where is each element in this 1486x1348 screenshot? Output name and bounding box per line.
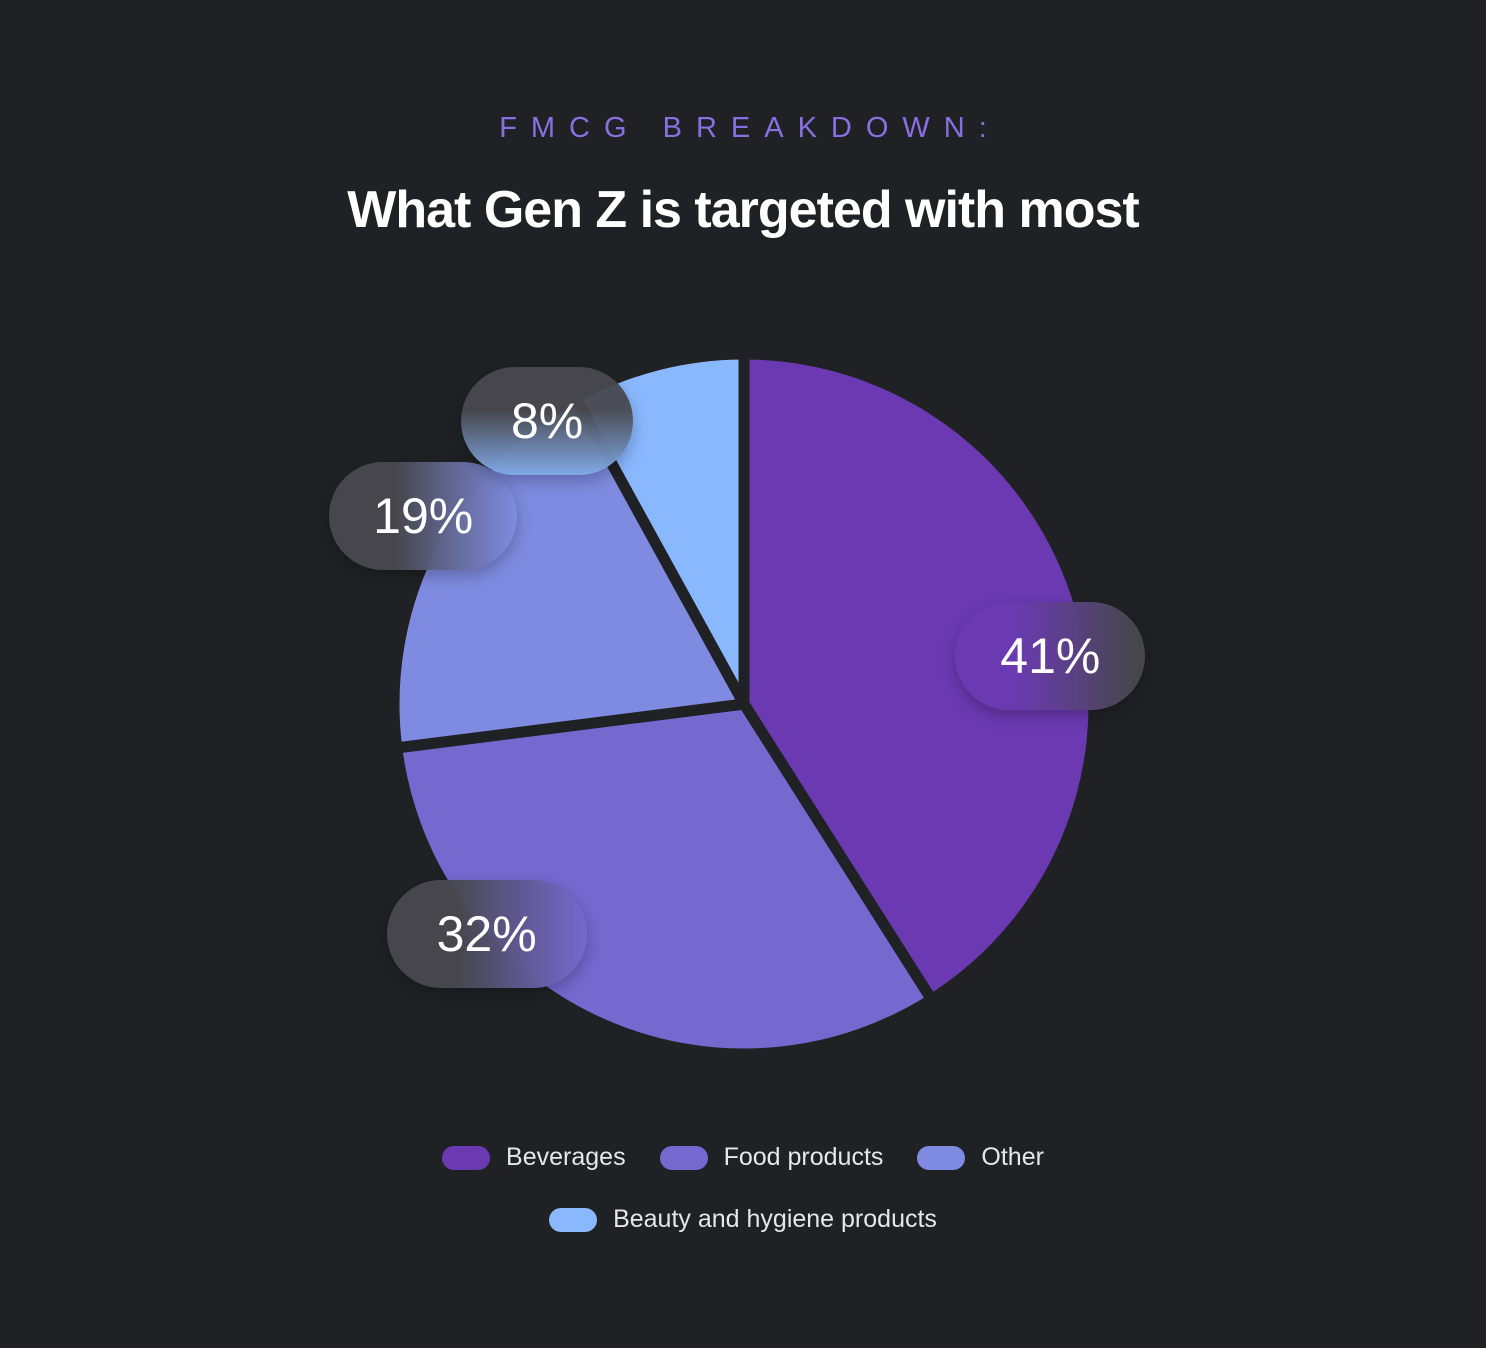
- legend-item: Beverages: [442, 1143, 626, 1172]
- legend-swatch: [659, 1145, 708, 1170]
- legend-label: Beauty and hygiene products: [613, 1205, 937, 1233]
- chart-title: What Gen Z is targeted with most: [347, 181, 1139, 239]
- legend-row: Beverages Food products Other: [0, 1143, 1486, 1172]
- legend-swatch: [917, 1145, 966, 1170]
- legend-item: Food products: [659, 1143, 884, 1172]
- value-label-other: 19%: [329, 461, 518, 570]
- value-label-beverages: 41%: [955, 602, 1146, 711]
- legend-swatch: [442, 1145, 491, 1170]
- value-label-food-products: 32%: [386, 879, 587, 988]
- chart-eyebrow: FMCG BREAKDOWN:: [499, 112, 1001, 144]
- value-label-beauty-hygiene: 8%: [461, 366, 634, 475]
- legend-item: Beauty and hygiene products: [549, 1205, 937, 1234]
- legend-swatch: [549, 1207, 598, 1232]
- legend-label: Food products: [723, 1143, 884, 1171]
- legend-row: Beauty and hygiene products: [0, 1205, 1486, 1234]
- legend-label: Beverages: [506, 1143, 626, 1171]
- legend-item: Other: [917, 1143, 1044, 1172]
- legend-label: Other: [981, 1143, 1044, 1171]
